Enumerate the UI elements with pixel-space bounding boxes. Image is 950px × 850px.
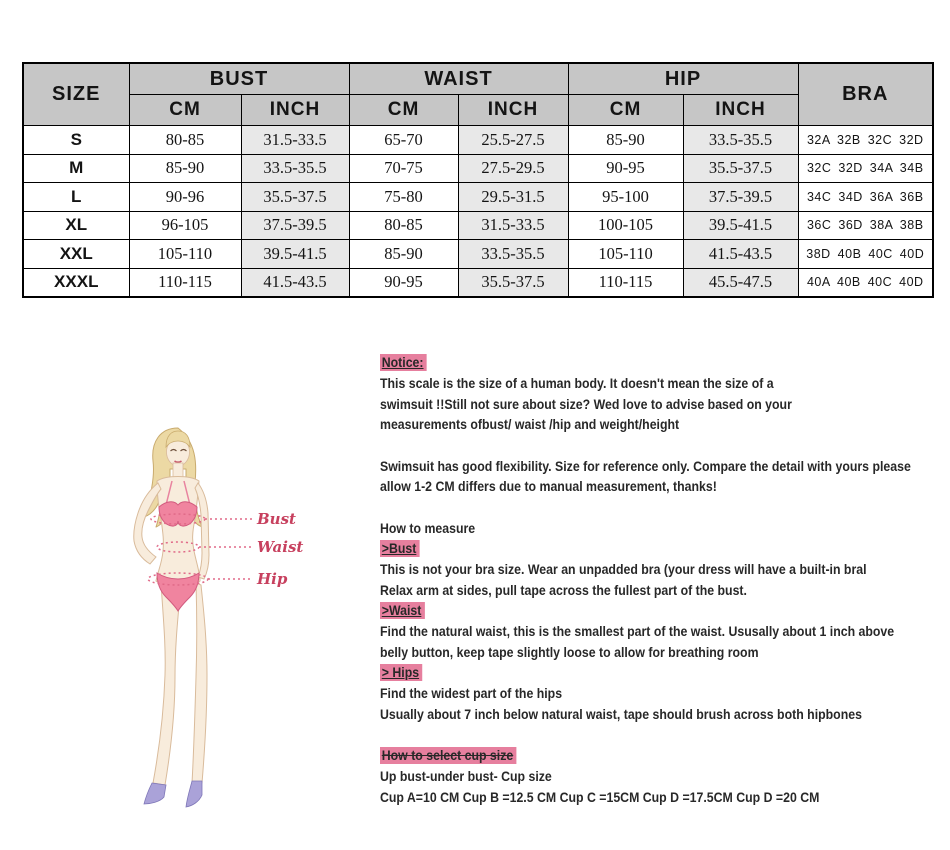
cell-hip-inch: 37.5-39.5 bbox=[682, 182, 799, 212]
figure-hip-label: Hip bbox=[256, 570, 288, 588]
cell-hip-inch: 41.5-43.5 bbox=[682, 239, 799, 269]
cell-hip-inch: 35.5-37.5 bbox=[682, 153, 799, 183]
cell-bust-cm: 85-90 bbox=[128, 153, 242, 183]
table-row-xxxl: XXXL 110-115 41.5-43.5 90-95 35.5-37.5 1… bbox=[22, 267, 934, 298]
table-row-m: M 85-90 33.5-35.5 70-75 27.5-29.5 90-95 … bbox=[22, 153, 934, 183]
notice-heading: Notice: bbox=[380, 353, 428, 371]
header-hip-cm: CM bbox=[567, 94, 684, 126]
cell-bra: 36C 36D 38A 38B bbox=[797, 210, 934, 240]
cell-waist-inch: 35.5-37.5 bbox=[457, 267, 569, 298]
cell-size: S bbox=[22, 125, 130, 155]
cell-waist-cm: 85-90 bbox=[348, 239, 459, 269]
header-hip: HIP bbox=[567, 62, 799, 95]
cell-waist-inch: 33.5-35.5 bbox=[457, 239, 569, 269]
cell-waist-inch: 25.5-27.5 bbox=[457, 125, 569, 155]
header-bust-inch: INCH bbox=[240, 94, 350, 126]
cell-waist-cm: 65-70 bbox=[348, 125, 459, 155]
cell-waist-cm: 80-85 bbox=[348, 210, 459, 240]
header-bra: BRA bbox=[797, 62, 934, 126]
header-hip-inch: INCH bbox=[682, 94, 799, 126]
cell-bust-cm: 110-115 bbox=[128, 267, 242, 298]
hips-section-tag: > Hips bbox=[380, 664, 423, 682]
sizing-notes: Notice: This scale is the size of a huma… bbox=[380, 352, 940, 807]
cell-size: XXL bbox=[22, 239, 130, 269]
header-bust-cm: CM bbox=[128, 94, 242, 126]
cell-hip-cm: 90-95 bbox=[567, 153, 684, 183]
cell-bust-inch: 31.5-33.5 bbox=[240, 125, 350, 155]
table-row-l: L 90-96 35.5-37.5 75-80 29.5-31.5 95-100… bbox=[22, 182, 934, 212]
cell-hip-cm: 100-105 bbox=[567, 210, 684, 240]
cell-hip-inch: 39.5-41.5 bbox=[682, 210, 799, 240]
hips-instruction-line: Find the widest part of the hips bbox=[380, 685, 563, 702]
bust-instruction-line: This is not your bra size. Wear an unpad… bbox=[380, 561, 867, 578]
cell-bust-inch: 39.5-41.5 bbox=[240, 239, 350, 269]
header-size: SIZE bbox=[22, 62, 130, 126]
notice-line: This scale is the size of a human body. … bbox=[380, 375, 774, 392]
size-chart-table: SIZE BUST WAIST HIP BRA CM INCH CM INCH … bbox=[22, 62, 935, 298]
cell-bust-inch: 37.5-39.5 bbox=[240, 210, 350, 240]
cell-bust-cm: 96-105 bbox=[128, 210, 242, 240]
table-row-s: S 80-85 31.5-33.5 65-70 25.5-27.5 85-90 … bbox=[22, 125, 934, 155]
cell-hip-cm: 110-115 bbox=[567, 267, 684, 298]
table-row-xl: XL 96-105 37.5-39.5 80-85 31.5-33.5 100-… bbox=[22, 210, 934, 240]
cell-waist-inch: 27.5-29.5 bbox=[457, 153, 569, 183]
cell-bra: 38D 40B 40C 40D bbox=[797, 239, 934, 269]
cell-hip-inch: 45.5-47.5 bbox=[682, 267, 799, 298]
waist-instruction-line: belly button, keep tape slightly loose t… bbox=[380, 643, 759, 660]
hips-instruction-line: Usually about 7 inch below natural waist… bbox=[380, 706, 862, 723]
figure-face bbox=[165, 430, 191, 467]
cell-hip-inch: 33.5-35.5 bbox=[682, 125, 799, 155]
notice-line: measurements ofbust/ waist /hip and weig… bbox=[380, 416, 680, 433]
cell-waist-cm: 70-75 bbox=[348, 153, 459, 183]
flexibility-line: Swimsuit has good flexibility. Size for … bbox=[380, 457, 911, 474]
bust-section-tag: >Bust bbox=[380, 540, 420, 558]
waist-section-tag: >Waist bbox=[380, 602, 425, 620]
header-bust: BUST bbox=[128, 62, 350, 95]
cup-size-line: Up bust-under bust- Cup size bbox=[380, 768, 552, 785]
cell-size: L bbox=[22, 182, 130, 212]
cell-bra: 40A 40B 40C 40D bbox=[797, 267, 934, 298]
cell-bra: 32A 32B 32C 32D bbox=[797, 125, 934, 155]
flexibility-line: allow 1-2 CM differs due to manual measu… bbox=[380, 478, 717, 495]
cell-waist-cm: 75-80 bbox=[348, 182, 459, 212]
cell-waist-cm: 90-95 bbox=[348, 267, 459, 298]
cell-waist-inch: 31.5-33.5 bbox=[457, 210, 569, 240]
cell-bust-cm: 80-85 bbox=[128, 125, 242, 155]
cell-bust-inch: 33.5-35.5 bbox=[240, 153, 350, 183]
bust-instruction-line: Relax arm at sides, pull tape across the… bbox=[380, 581, 747, 598]
table-row-xxl: XXL 105-110 39.5-41.5 85-90 33.5-35.5 10… bbox=[22, 239, 934, 269]
notice-line: swimsuit !!Still not sure about size? We… bbox=[380, 395, 792, 412]
cup-size-line: Cup A=10 CM Cup B =12.5 CM Cup C =15CM C… bbox=[380, 788, 820, 805]
measurement-figure: Bust Waist Hip bbox=[100, 425, 350, 825]
cell-waist-inch: 29.5-31.5 bbox=[457, 182, 569, 212]
cell-hip-cm: 85-90 bbox=[567, 125, 684, 155]
cell-bra: 32C 32D 34A 34B bbox=[797, 153, 934, 183]
figure-bikini bbox=[156, 480, 200, 612]
header-waist: WAIST bbox=[348, 62, 569, 95]
cell-size: XXXL bbox=[22, 267, 130, 298]
measurement-lines bbox=[147, 513, 252, 586]
header-waist-inch: INCH bbox=[457, 94, 569, 126]
cell-bra: 34C 34D 36A 36B bbox=[797, 182, 934, 212]
cell-bust-inch: 41.5-43.5 bbox=[240, 267, 350, 298]
body-sketch: Bust Waist Hip bbox=[133, 427, 303, 808]
cell-size: XL bbox=[22, 210, 130, 240]
figure-shoes bbox=[143, 780, 203, 808]
cell-bust-cm: 90-96 bbox=[128, 182, 242, 212]
cell-bust-cm: 105-110 bbox=[128, 239, 242, 269]
waist-instruction-line: Find the natural waist, this is the smal… bbox=[380, 623, 895, 640]
how-to-measure-heading: How to measure bbox=[380, 519, 476, 536]
figure-waist-label: Waist bbox=[257, 538, 303, 556]
cell-size: M bbox=[22, 153, 130, 183]
figure-bust-label: Bust bbox=[256, 510, 296, 528]
cell-hip-cm: 95-100 bbox=[567, 182, 684, 212]
header-waist-cm: CM bbox=[348, 94, 459, 126]
cell-bust-inch: 35.5-37.5 bbox=[240, 182, 350, 212]
cell-hip-cm: 105-110 bbox=[567, 239, 684, 269]
cup-size-heading: How to select cup size bbox=[380, 746, 517, 764]
